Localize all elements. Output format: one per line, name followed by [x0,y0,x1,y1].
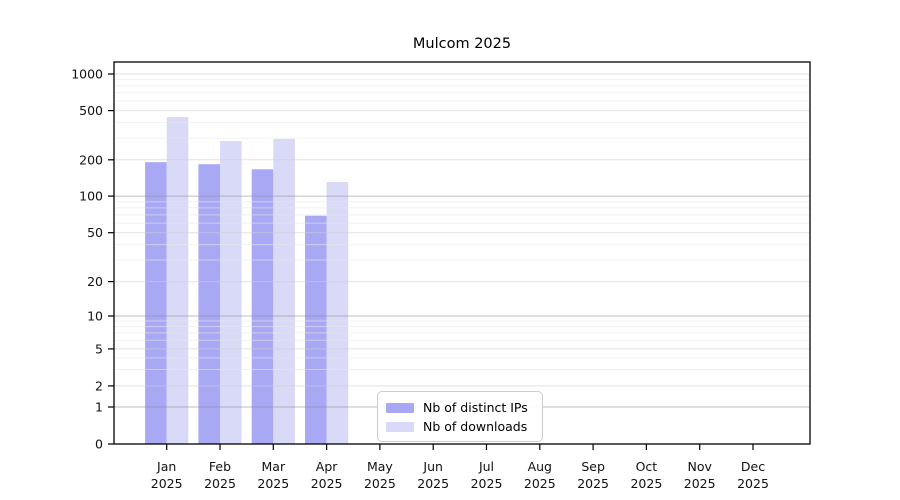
ytick-label-5: 5 [95,341,103,356]
ytick-label-20: 20 [87,274,103,289]
xtick-label-sep: Sep 2025 [577,459,609,491]
ytick-label-1000: 1000 [71,67,103,82]
xtick-label-nov: Nov 2025 [684,459,716,491]
bar-mar-distinct-ips [251,169,274,445]
bar-jan-distinct-ips [145,162,167,444]
gridlines [114,73,810,408]
chart-title: Mulcom 2025 [412,36,512,52]
bars-layer [145,117,349,445]
xtick-label-jan: Jan 2025 [151,459,183,491]
legend-label-downloads: Nb of downloads [423,419,528,434]
legend-swatch-distinct-ips [386,402,414,413]
xtick-label-feb: Feb 2025 [204,459,236,491]
ytick-label-10: 10 [87,309,103,324]
bar-feb-downloads [220,141,242,444]
ytick-label-50: 50 [87,225,103,240]
xtick-label-aug: Aug 2025 [524,459,556,491]
bar-apr-distinct-ips [305,215,327,444]
xtick-label-apr: Apr 2025 [311,459,343,491]
ytick-label-1: 1 [95,400,103,415]
xtick-label-mar: Mar 2025 [257,459,289,491]
bar-mar-downloads [273,139,295,444]
legend-swatch-downloads [386,421,414,432]
ytick-label-2: 2 [95,378,103,393]
y-axis: 0 1 2 5 10 20 50 100 200 500 1000 [71,67,114,452]
legend: Nb of distinct IPs Nb of downloads [377,391,543,442]
bar-apr-downloads [326,182,349,444]
xtick-label-jun: Jun 2025 [417,459,449,491]
plot-border [113,61,811,445]
bar-feb-distinct-ips [198,164,220,444]
xtick-label-jul: Jul 2025 [471,459,503,491]
legend-item-downloads: Nb of downloads [386,417,534,436]
ytick-label-500: 500 [79,103,103,118]
ytick-label-200: 200 [79,152,103,167]
xtick-label-oct: Oct 2025 [630,459,662,491]
x-axis: Jan 2025 Feb 2025 Mar 2025 Apr 2025 May 2025 Jun 20… [151,444,769,491]
ytick-label-0: 0 [95,437,103,452]
ytick-label-100: 100 [79,189,103,204]
legend-label-distinct-ips: Nb of distinct IPs [423,400,528,415]
xtick-label-may: May 2025 [364,459,396,491]
legend-item-distinct-ips: Nb of distinct IPs [386,398,534,417]
xtick-label-dec: Dec 2025 [737,459,769,491]
bar-jan-downloads [166,117,189,444]
